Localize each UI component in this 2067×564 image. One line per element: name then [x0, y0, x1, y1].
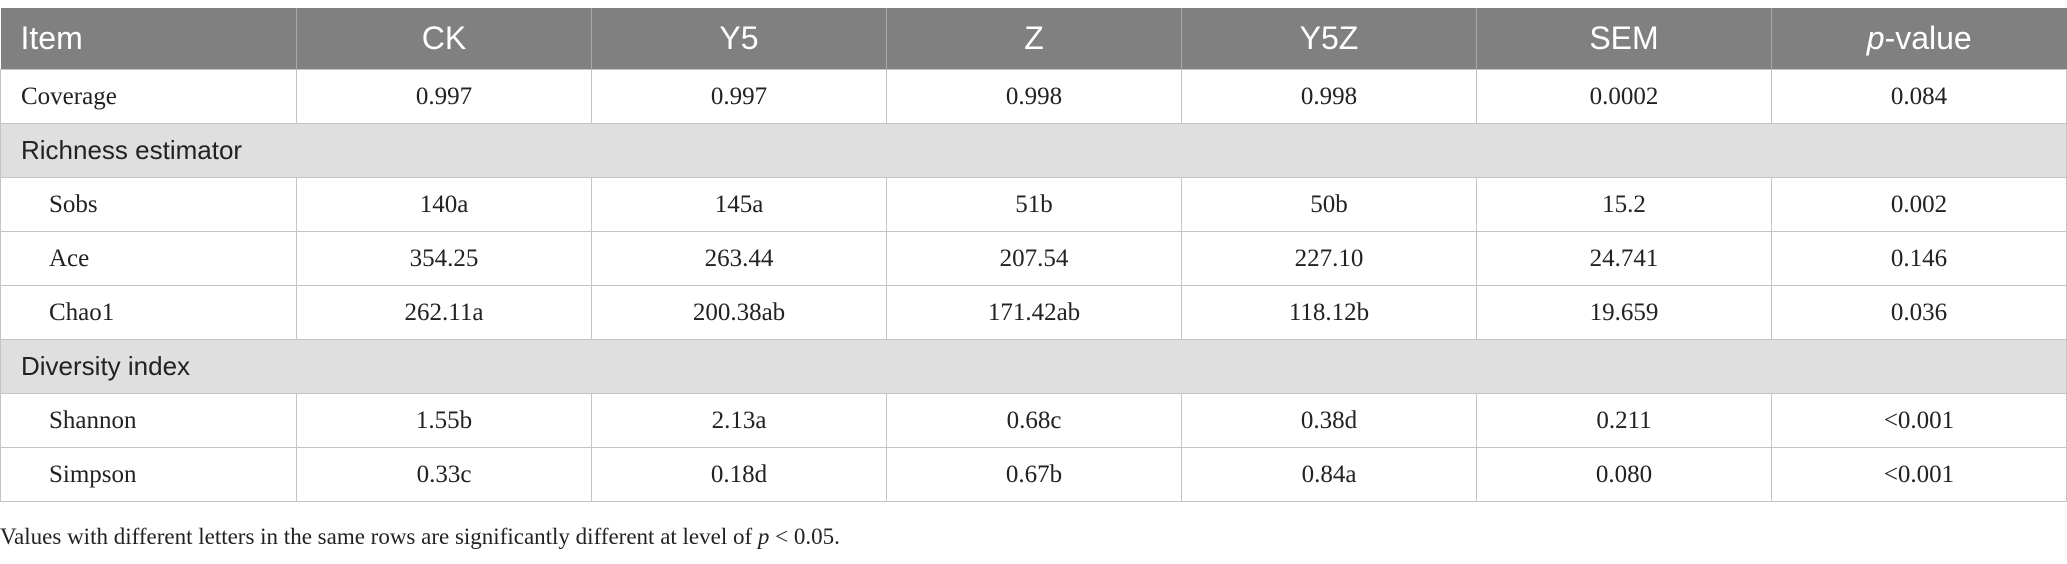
header-z: Z: [886, 8, 1182, 70]
row-label: Chao1: [0, 285, 297, 340]
table-cell: 1.55b: [296, 393, 592, 448]
table-row-simpson: Simpson 0.33c 0.18d 0.67b 0.84a 0.080 <0…: [0, 447, 2067, 502]
table-cell: <0.001: [1771, 393, 2067, 448]
table-row-coverage: Coverage 0.997 0.997 0.998 0.998 0.0002 …: [0, 69, 2067, 124]
section-label-diversity: Diversity index: [0, 339, 2067, 394]
table-cell: 15.2: [1476, 177, 1772, 232]
header-ck: CK: [296, 8, 592, 70]
footnote-tail: < 0.05.: [769, 524, 840, 549]
table-cell: 0.67b: [886, 447, 1182, 502]
table-cell: 0.002: [1771, 177, 2067, 232]
row-label: Shannon: [0, 393, 297, 448]
table-cell: 0.33c: [296, 447, 592, 502]
table-cell: 0.38d: [1181, 393, 1477, 448]
table-cell: 171.42ab: [886, 285, 1182, 340]
header-p-italic: p: [1866, 20, 1885, 56]
table-cell: 0.997: [296, 69, 592, 124]
table-cell: 0.084: [1771, 69, 2067, 124]
header-row: Item CK Y5 Z Y5Z SEM p-value: [0, 8, 2067, 70]
table-cell: 0.998: [1181, 69, 1477, 124]
table-cell: <0.001: [1771, 447, 2067, 502]
row-label: Simpson: [0, 447, 297, 502]
header-sem: SEM: [1476, 8, 1772, 70]
header-y5z: Y5Z: [1181, 8, 1477, 70]
table-cell: 51b: [886, 177, 1182, 232]
section-label-richness: Richness estimator: [0, 123, 2067, 178]
table-cell: 118.12b: [1181, 285, 1477, 340]
table-cell: 0.68c: [886, 393, 1182, 448]
table-cell: 0.211: [1476, 393, 1772, 448]
header-y5: Y5: [591, 8, 887, 70]
table-cell: 207.54: [886, 231, 1182, 286]
table-cell: 0.84a: [1181, 447, 1477, 502]
header-p-value: p-value: [1771, 8, 2067, 70]
header-p-rest: -value: [1884, 20, 1972, 56]
table-cell: 2.13a: [591, 393, 887, 448]
row-label: Coverage: [0, 69, 297, 124]
table-row-chao1: Chao1 262.11a 200.38ab 171.42ab 118.12b …: [0, 285, 2067, 340]
table-row-shannon: Shannon 1.55b 2.13a 0.68c 0.38d 0.211 <0…: [0, 393, 2067, 448]
section-row-richness: Richness estimator: [0, 123, 2067, 178]
table-container: Item CK Y5 Z Y5Z SEM p-value Coverage 0.…: [0, 8, 2067, 502]
header-item: Item: [0, 8, 297, 70]
row-label: Ace: [0, 231, 297, 286]
table-cell: 0.036: [1771, 285, 2067, 340]
table-cell: 0.997: [591, 69, 887, 124]
table-cell: 50b: [1181, 177, 1477, 232]
table-cell: 140a: [296, 177, 592, 232]
table-cell: 354.25: [296, 231, 592, 286]
section-row-diversity: Diversity index: [0, 339, 2067, 394]
table-cell: 145a: [591, 177, 887, 232]
table-cell: 0.998: [886, 69, 1182, 124]
footnote-text: Values with different letters in the sam…: [0, 524, 758, 549]
table-row-ace: Ace 354.25 263.44 207.54 227.10 24.741 0…: [0, 231, 2067, 286]
table-cell: 263.44: [591, 231, 887, 286]
table-row-sobs: Sobs 140a 145a 51b 50b 15.2 0.002: [0, 177, 2067, 232]
table-cell: 0.146: [1771, 231, 2067, 286]
table-cell: 262.11a: [296, 285, 592, 340]
table-cell: 0.18d: [591, 447, 887, 502]
table-cell: 24.741: [1476, 231, 1772, 286]
table-cell: 19.659: [1476, 285, 1772, 340]
footnote-p: p: [757, 524, 770, 549]
table-cell: 200.38ab: [591, 285, 887, 340]
table-cell: 227.10: [1181, 231, 1477, 286]
row-label: Sobs: [0, 177, 297, 232]
alpha-diversity-table: Item CK Y5 Z Y5Z SEM p-value Coverage 0.…: [0, 8, 2067, 502]
table-footnote: Values with different letters in the sam…: [0, 524, 840, 550]
table-cell: 0.080: [1476, 447, 1772, 502]
table-cell: 0.0002: [1476, 69, 1772, 124]
